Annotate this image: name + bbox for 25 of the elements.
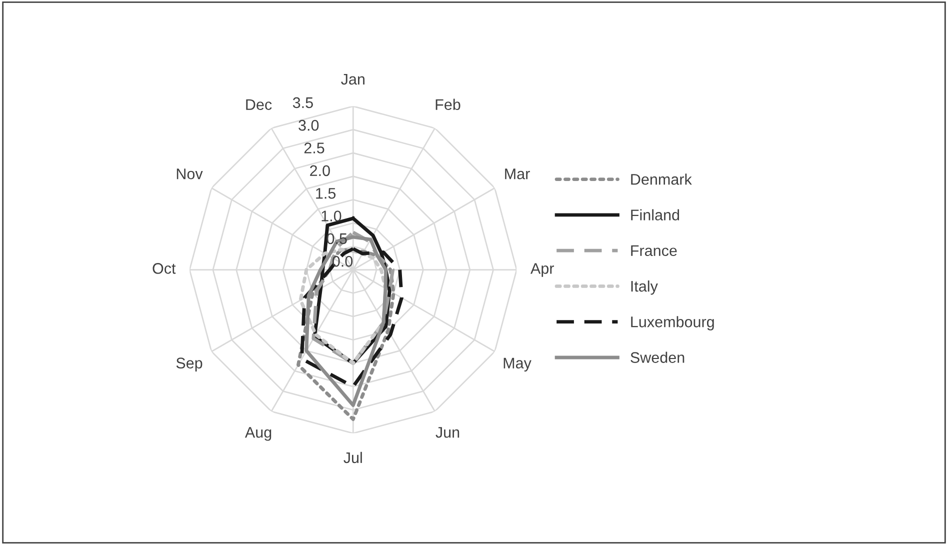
y-tick-label: 0.0 [332, 256, 353, 267]
spoke-label: Jul [344, 452, 362, 464]
spoke-label: Nov [176, 168, 203, 180]
spoke-label: Feb [436, 98, 460, 110]
y-tick-label: 2.5 [304, 142, 324, 154]
spoke-label: Jun [436, 427, 460, 438]
spoke-label: Apr [530, 263, 554, 277]
spoke-label: Dec [246, 99, 272, 110]
y-tick-label: 1.0 [322, 210, 342, 222]
spoke-label: Sep [176, 358, 202, 372]
spoke-label: Jan [341, 74, 364, 85]
y-tick-label: 3.0 [298, 120, 319, 131]
legend-label: Italy [631, 280, 658, 295]
spoke-label: Mar [505, 168, 530, 180]
legend-label: Denmark [631, 174, 692, 185]
legend-label: Luxembourg [631, 316, 714, 330]
y-tick-label: 1.5 [316, 188, 336, 199]
spoke-label: Aug [244, 427, 272, 441]
legend-label: France [631, 245, 677, 256]
legend-label: Finland [631, 209, 680, 220]
y-tick-label: 2.0 [310, 165, 330, 176]
legend-label: Sweden [630, 352, 684, 363]
spoke-label: May [504, 358, 532, 372]
spoke-label: Oct [152, 263, 176, 274]
y-tick-label: 3.5 [292, 97, 313, 108]
